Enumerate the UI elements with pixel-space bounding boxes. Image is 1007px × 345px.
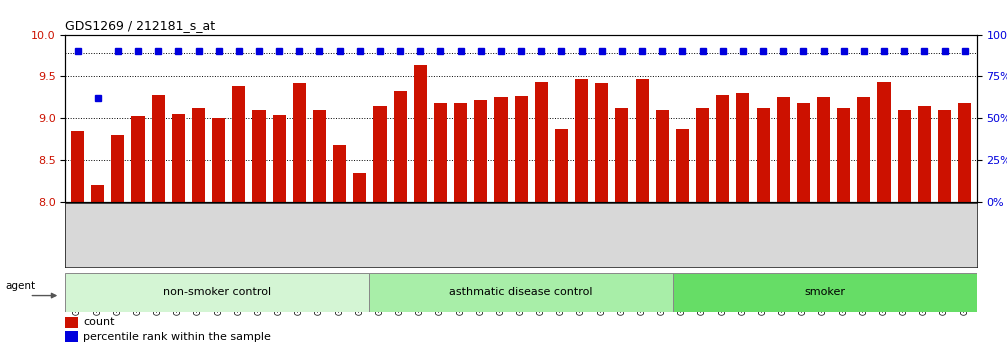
Bar: [555, 129, 568, 345]
Bar: [736, 93, 749, 345]
Bar: [273, 115, 286, 345]
Bar: [474, 100, 487, 345]
Bar: [817, 97, 830, 345]
Bar: [797, 103, 810, 345]
Text: asthmatic disease control: asthmatic disease control: [449, 287, 593, 297]
Bar: [112, 135, 125, 345]
Bar: [917, 106, 930, 345]
Bar: [212, 118, 226, 345]
Bar: [575, 79, 588, 345]
Bar: [132, 117, 145, 345]
Bar: [877, 82, 890, 345]
Bar: [65, 331, 78, 342]
Bar: [71, 131, 85, 345]
Bar: [515, 96, 528, 345]
Bar: [65, 273, 370, 312]
Bar: [857, 97, 870, 345]
Bar: [92, 185, 105, 345]
Bar: [370, 273, 673, 312]
Bar: [192, 108, 205, 345]
Bar: [454, 103, 467, 345]
Text: count: count: [83, 317, 115, 327]
Bar: [673, 273, 977, 312]
Bar: [233, 86, 246, 345]
Bar: [897, 110, 910, 345]
Bar: [293, 83, 306, 345]
Bar: [374, 106, 387, 345]
Text: smoker: smoker: [805, 287, 846, 297]
Text: agent: agent: [5, 282, 35, 292]
Bar: [253, 110, 266, 345]
Bar: [776, 97, 789, 345]
Bar: [756, 108, 769, 345]
Bar: [313, 110, 326, 345]
Bar: [353, 172, 367, 345]
Bar: [394, 90, 407, 345]
Bar: [494, 97, 508, 345]
Bar: [656, 110, 669, 345]
Bar: [635, 79, 649, 345]
Text: non-smoker control: non-smoker control: [163, 287, 272, 297]
Text: percentile rank within the sample: percentile rank within the sample: [83, 332, 271, 342]
Text: GDS1269 / 212181_s_at: GDS1269 / 212181_s_at: [65, 19, 215, 32]
Bar: [65, 317, 78, 328]
Bar: [615, 108, 628, 345]
Bar: [958, 103, 971, 345]
Bar: [414, 65, 427, 345]
Bar: [837, 108, 850, 345]
Bar: [434, 103, 447, 345]
Bar: [716, 95, 729, 345]
Bar: [696, 108, 709, 345]
Bar: [172, 114, 185, 345]
Bar: [676, 129, 689, 345]
Bar: [152, 95, 165, 345]
Bar: [535, 82, 548, 345]
Bar: [938, 110, 951, 345]
Bar: [333, 145, 346, 345]
Bar: [595, 83, 608, 345]
